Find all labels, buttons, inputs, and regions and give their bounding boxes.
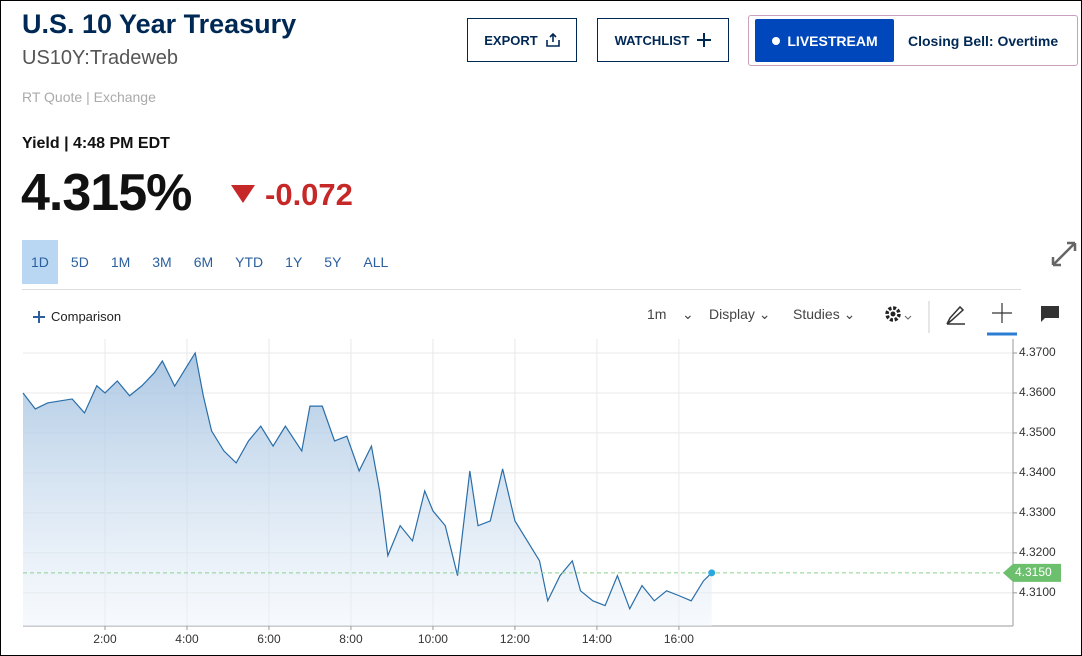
- chart-tools: [885, 301, 1059, 336]
- x-tick-label: 10:00: [418, 632, 448, 646]
- separator: [22, 289, 1021, 290]
- x-tick-label: 8:00: [339, 632, 363, 646]
- y-tick-label: 4.3200: [1019, 545, 1056, 559]
- last-value-tag: [1003, 563, 1061, 582]
- comparison-button[interactable]: Comparison: [33, 309, 121, 324]
- plus-icon: [697, 33, 712, 47]
- last-value-label: 4.3150: [1015, 565, 1052, 579]
- interval-label: 1m: [647, 306, 667, 322]
- price: 4.315%: [21, 164, 192, 222]
- watchlist-button[interactable]: WATCHLIST: [597, 18, 729, 62]
- area-fill: [23, 352, 712, 626]
- livestream-label: LIVESTREAM: [787, 32, 878, 49]
- x-tick-label: 6:00: [257, 632, 281, 646]
- range-tab[interactable]: YTD: [235, 254, 264, 270]
- x-tick-label: 2:00: [93, 632, 117, 646]
- range-tab[interactable]: 5D: [70, 254, 89, 270]
- y-tick-label: 4.3300: [1019, 505, 1056, 519]
- studies-label: Studies: [793, 306, 840, 322]
- display-select[interactable]: Display ⌄: [709, 306, 771, 322]
- interval-select[interactable]: 1m ⌄: [647, 306, 694, 322]
- title: U.S. 10 Year Treasury: [22, 9, 297, 39]
- settings-icon[interactable]: [885, 306, 912, 322]
- range-tab[interactable]: 1M: [110, 254, 131, 270]
- down-arrow: [231, 185, 255, 203]
- y-tick-label: 4.3700: [1019, 345, 1056, 359]
- quote-source: RT Quote | Exchange: [22, 89, 156, 105]
- expand-icon[interactable]: [1050, 240, 1078, 268]
- price-line: [22, 351, 713, 611]
- livestream-box[interactable]: LIVESTREAM Closing Bell: Overtime: [748, 15, 1078, 66]
- button-label: WATCHLIST: [614, 32, 690, 48]
- range-tab[interactable]: ALL: [363, 254, 389, 270]
- live-show: Closing Bell: Overtime: [908, 33, 1059, 49]
- x-tick-label: 16:00: [664, 632, 694, 646]
- livestream-button[interactable]: LIVESTREAM: [755, 19, 894, 62]
- x-tick-label: 12:00: [500, 632, 530, 646]
- comparison-label: Comparison: [51, 309, 122, 324]
- y-tick-label: 4.3600: [1019, 385, 1056, 399]
- draw-icon[interactable]: [946, 305, 965, 325]
- comment-icon[interactable]: [1041, 306, 1059, 322]
- y-tick-label: 4.3500: [1019, 425, 1056, 439]
- live-dot: [772, 36, 781, 45]
- y-tick-label: 4.3400: [1019, 465, 1056, 479]
- range-tab[interactable]: 1D: [22, 240, 58, 284]
- range-tab[interactable]: 1Y: [285, 254, 303, 270]
- yield-time: Yield | 4:48 PM EDT: [22, 135, 170, 152]
- export-button[interactable]: EXPORT: [467, 18, 577, 62]
- studies-select[interactable]: Studies ⌄: [793, 306, 856, 322]
- range-tabs: 1D 5D 1M 3M 6M YTD 1Y 5Y ALL: [22, 240, 401, 284]
- x-tick-label: 4:00: [175, 632, 199, 646]
- range-tab[interactable]: 6M: [193, 254, 214, 270]
- x-tick-label: 14:00: [582, 632, 612, 646]
- range-tab[interactable]: 5Y: [324, 254, 342, 270]
- crosshair-icon[interactable]: [992, 303, 1012, 323]
- button-label: EXPORT: [484, 32, 538, 48]
- plus-icon: [33, 310, 45, 323]
- change: -0.072: [265, 177, 353, 212]
- symbol: US10Y:Tradeweb: [22, 47, 179, 69]
- range-tab[interactable]: 3M: [152, 254, 172, 270]
- last-point: [708, 569, 716, 577]
- y-tick-label: 4.3100: [1019, 585, 1056, 599]
- export-icon: [545, 33, 560, 47]
- display-label: Display: [709, 306, 755, 322]
